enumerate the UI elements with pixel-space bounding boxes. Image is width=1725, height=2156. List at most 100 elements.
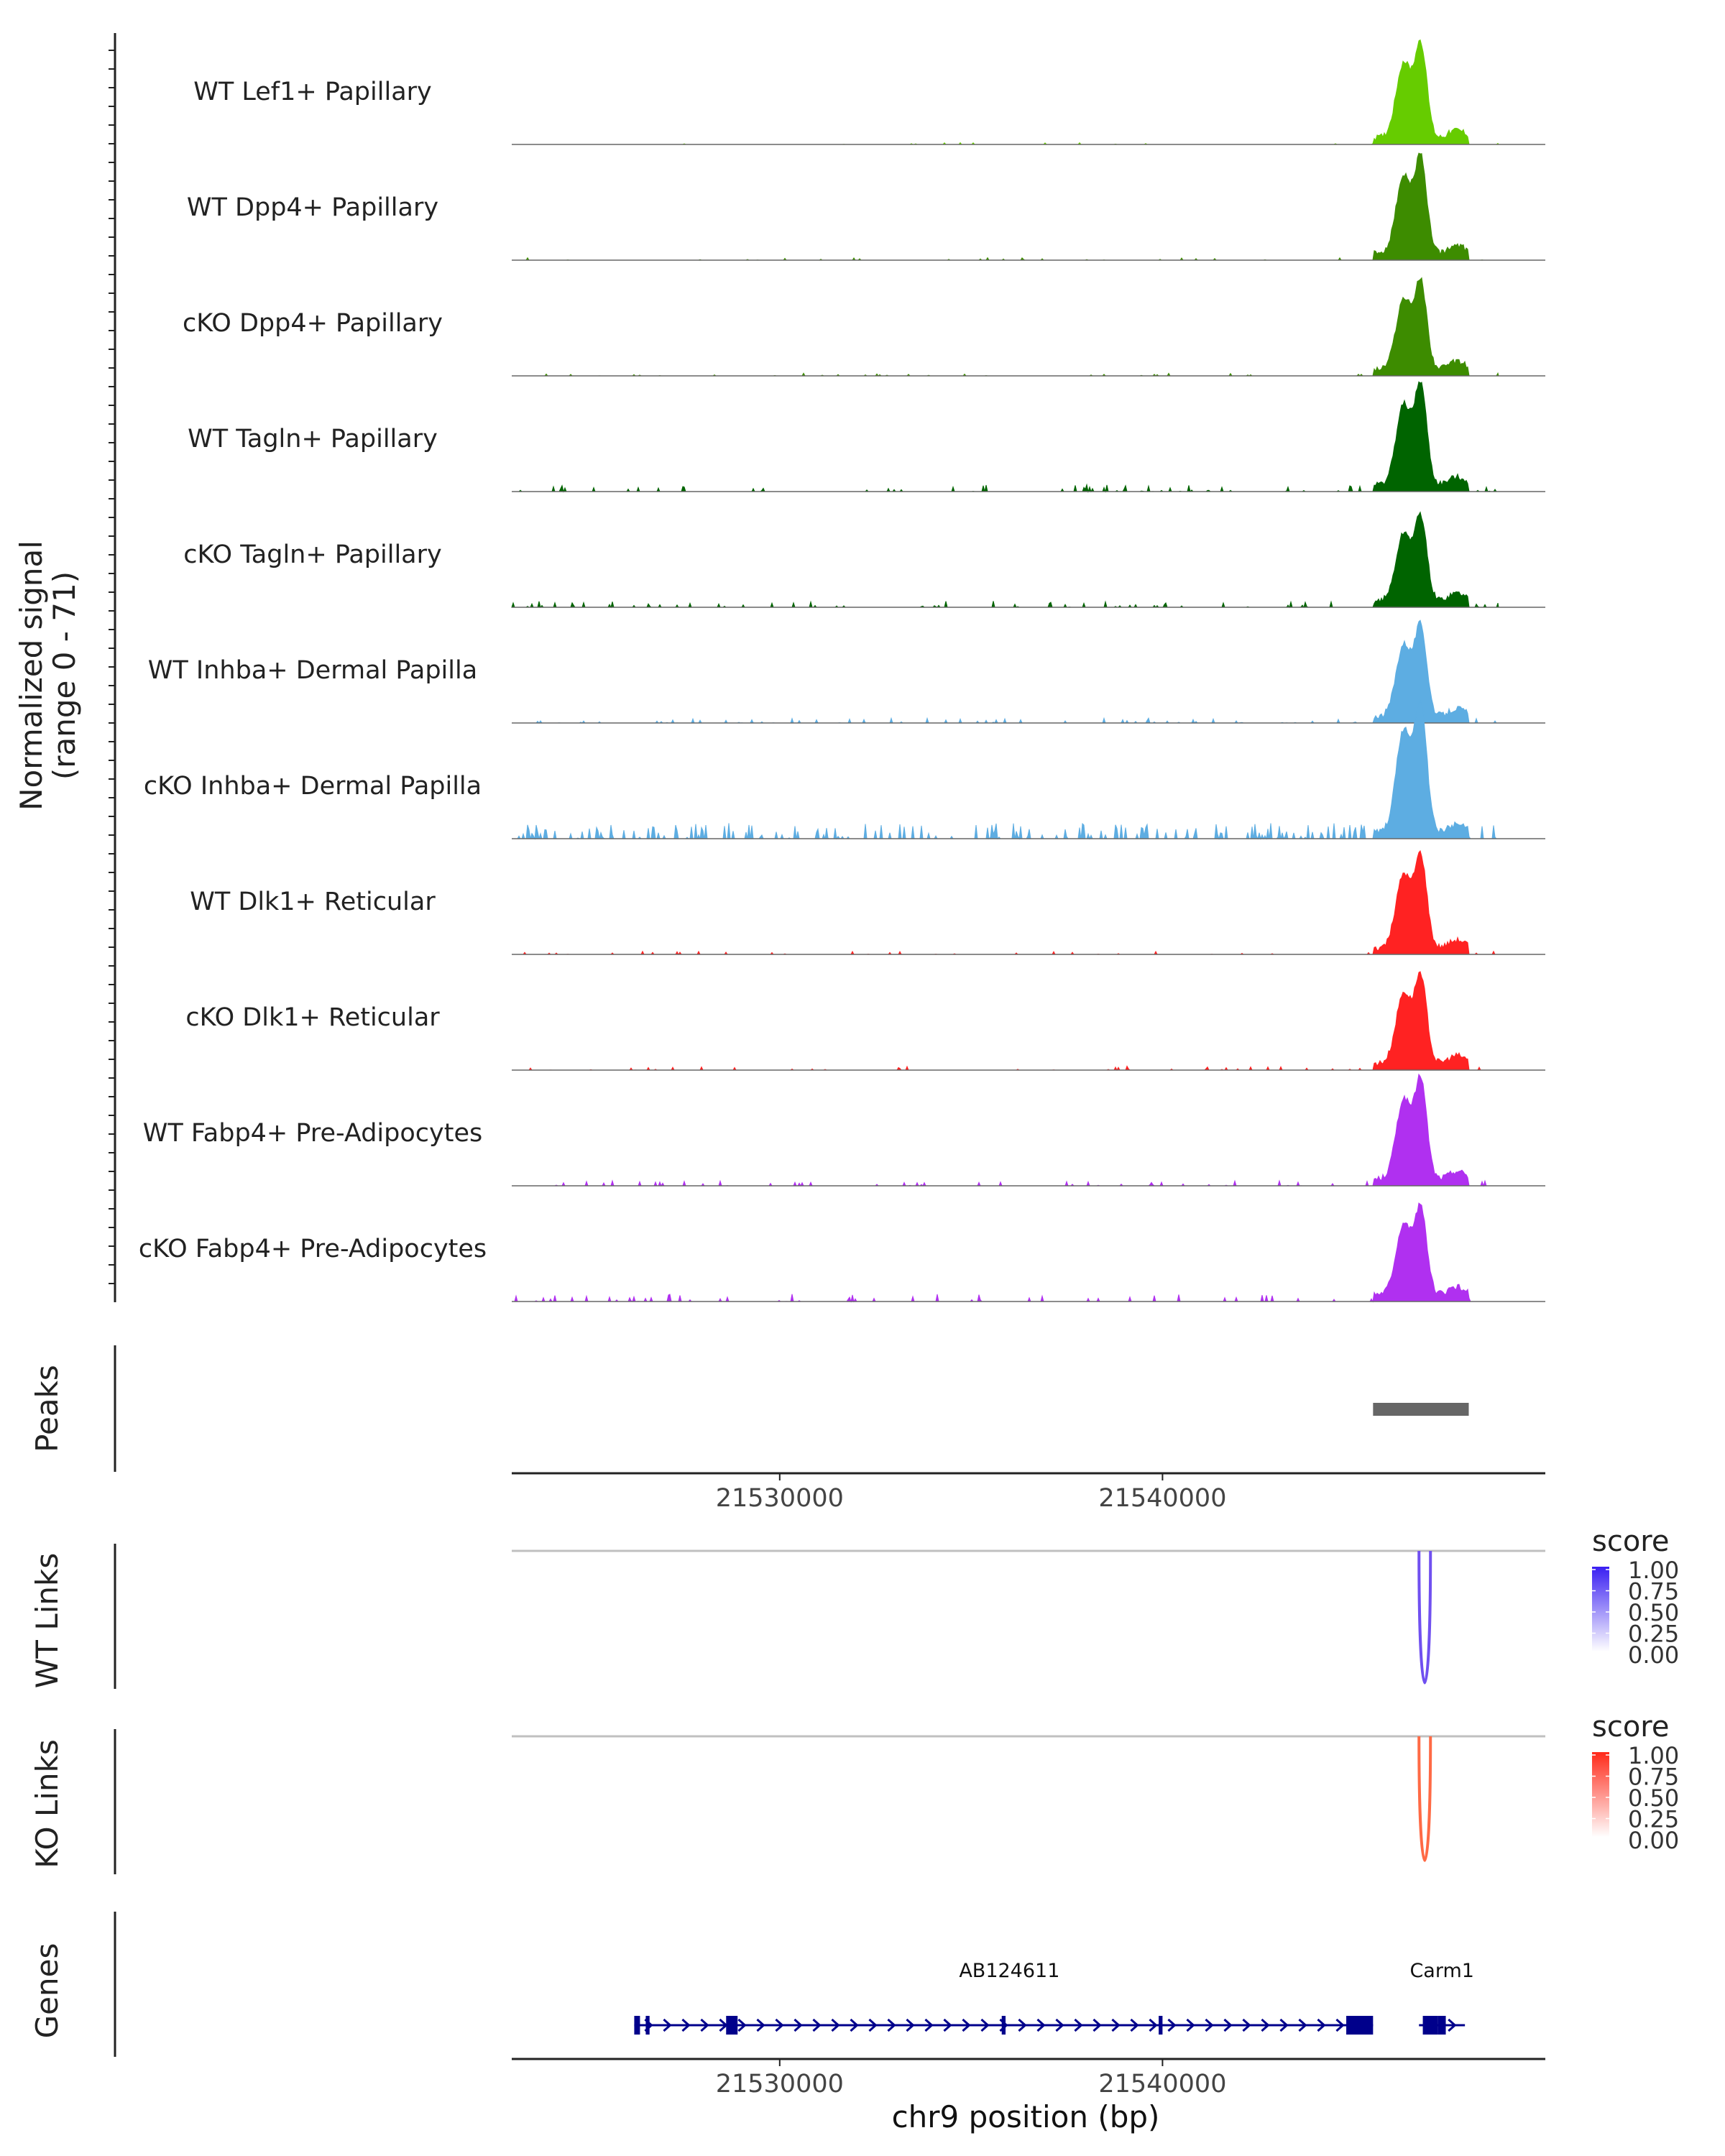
legend-label: 0.50 (1628, 1784, 1679, 1812)
signal-area (512, 1073, 1499, 1187)
legend-label: 0.50 (1628, 1599, 1679, 1626)
gene-name: Carm1 (1409, 1960, 1474, 1982)
peak-region (1373, 1403, 1469, 1416)
exon (634, 2016, 640, 2035)
peaks-label: Peaks (29, 1365, 65, 1452)
track-0: WT Lef1+ Papillary (193, 39, 1545, 145)
coverage-tracks: WT Lef1+ Papillary WT Dpp4+ Papillary cKO … (139, 39, 1545, 1303)
x-tick-label: 21540000 (1098, 2070, 1226, 2099)
exon (1159, 2016, 1163, 2035)
track-label: cKO Dpp4+ Papillary (183, 309, 443, 338)
signal-area (511, 511, 1499, 609)
strand-arrow (775, 2018, 784, 2032)
track-label: WT Dlk1+ Reticular (190, 888, 436, 916)
strand-arrow (1018, 2018, 1027, 2032)
track-label: WT Inhba+ Dermal Papilla (148, 656, 477, 685)
strand-arrow (1130, 2018, 1139, 2032)
strand-arrow (1448, 2018, 1457, 2032)
peaks-track (1373, 1403, 1469, 1416)
track-label: cKO Dlk1+ Reticular (185, 1003, 440, 1032)
signal-area (512, 277, 1499, 377)
legend-label: 0.25 (1628, 1621, 1679, 1648)
track-label: WT Lef1+ Papillary (193, 78, 432, 106)
track-label: WT Fabp4+ Pre-Adipocytes (143, 1119, 482, 1148)
gene-name: AB124611 (959, 1960, 1059, 1982)
x-tick-label: 21530000 (716, 2070, 844, 2099)
genes-track: AB124611 Carm1 (634, 1960, 1474, 2035)
strand-arrow (663, 2018, 672, 2032)
legend-colorbar (1592, 1752, 1609, 1837)
strand-arrow (1186, 2018, 1195, 2032)
strand-arrow (943, 2018, 952, 2032)
track-1: WT Dpp4+ Papillary (187, 152, 1545, 261)
x-axis-top: 21530000 21540000 (512, 1472, 1545, 1513)
exon (1346, 2016, 1374, 2035)
track-label: WT Dpp4+ Papillary (187, 193, 438, 222)
strand-arrow (737, 2018, 747, 2032)
strand-arrow (1092, 2018, 1102, 2032)
track-label: cKO Inhba+ Dermal Papilla (144, 772, 482, 801)
strand-arrow (924, 2018, 934, 2032)
track-3: WT Tagln+ Papillary (188, 381, 1545, 493)
track-2: cKO Dpp4+ Papillary (183, 277, 1545, 377)
strand-arrow (1055, 2018, 1064, 2032)
strand-arrow (1335, 2018, 1345, 2032)
track-4: cKO Tagln+ Papillary (183, 511, 1545, 609)
exon (645, 2016, 650, 2035)
strand-arrow (1167, 2018, 1177, 2032)
signal-axis-label: Normalized signal (range 0 - 71) (14, 540, 82, 811)
track-label: WT Tagln+ Papillary (188, 425, 438, 453)
signal-axis-label-line1: Normalized signal (14, 540, 49, 811)
strand-arrow (1205, 2018, 1214, 2032)
legend-title: score (1592, 1525, 1669, 1558)
legend-label: 0.00 (1628, 1641, 1679, 1669)
strand-arrow (980, 2018, 990, 2032)
strand-arrow (794, 2018, 803, 2032)
track-10: cKO Fabp4+ Pre-Adipocytes (139, 1202, 1545, 1303)
strand-arrow (756, 2018, 765, 2032)
strand-arrow (812, 2018, 822, 2032)
legend-colorbar (1592, 1567, 1609, 1651)
legend-title: score (1592, 1710, 1669, 1743)
x-axis-bottom: 21530000 21540000 (512, 2058, 1545, 2099)
signal-axis (109, 33, 116, 1302)
track-6: cKO Inhba+ Dermal Papilla (144, 699, 1545, 840)
genes-label: Genes (29, 1943, 65, 2039)
strand-arrow (1242, 2018, 1251, 2032)
exon (1422, 2016, 1438, 2035)
signal-area (512, 1202, 1499, 1303)
x-tick-label: 21530000 (716, 1484, 844, 1513)
signal-area (512, 971, 1499, 1072)
signal-axis-label-line2: (range 0 - 71) (47, 571, 82, 780)
strand-arrow (962, 2018, 971, 2032)
links-label: KO Links (29, 1739, 65, 1869)
strand-arrow (700, 2018, 709, 2032)
signal-area (512, 39, 1499, 145)
strand-arrow (1317, 2018, 1326, 2032)
signal-area (512, 152, 1499, 261)
strand-arrow (681, 2018, 691, 2032)
exon (726, 2016, 738, 2035)
links-label: WT Links (29, 1553, 65, 1688)
gene-Carm1: Carm1 (1409, 1960, 1474, 2035)
legend-label: 1.00 (1628, 1742, 1679, 1769)
track-label: cKO Fabp4+ Pre-Adipocytes (139, 1235, 487, 1263)
exon (1438, 2016, 1446, 2035)
signal-area (512, 381, 1499, 493)
strand-arrow (1298, 2018, 1307, 2032)
signal-area (512, 849, 1499, 955)
exon (1001, 2016, 1006, 2035)
legend-label: 0.75 (1628, 1764, 1679, 1791)
legend-label: 1.00 (1628, 1557, 1679, 1584)
strand-arrow (850, 2018, 859, 2032)
strand-arrow (1074, 2018, 1083, 2032)
strand-arrow (1261, 2018, 1270, 2032)
link-arc (1417, 1736, 1432, 1862)
x-axis-title: chr9 position (bp) (892, 2099, 1160, 2134)
